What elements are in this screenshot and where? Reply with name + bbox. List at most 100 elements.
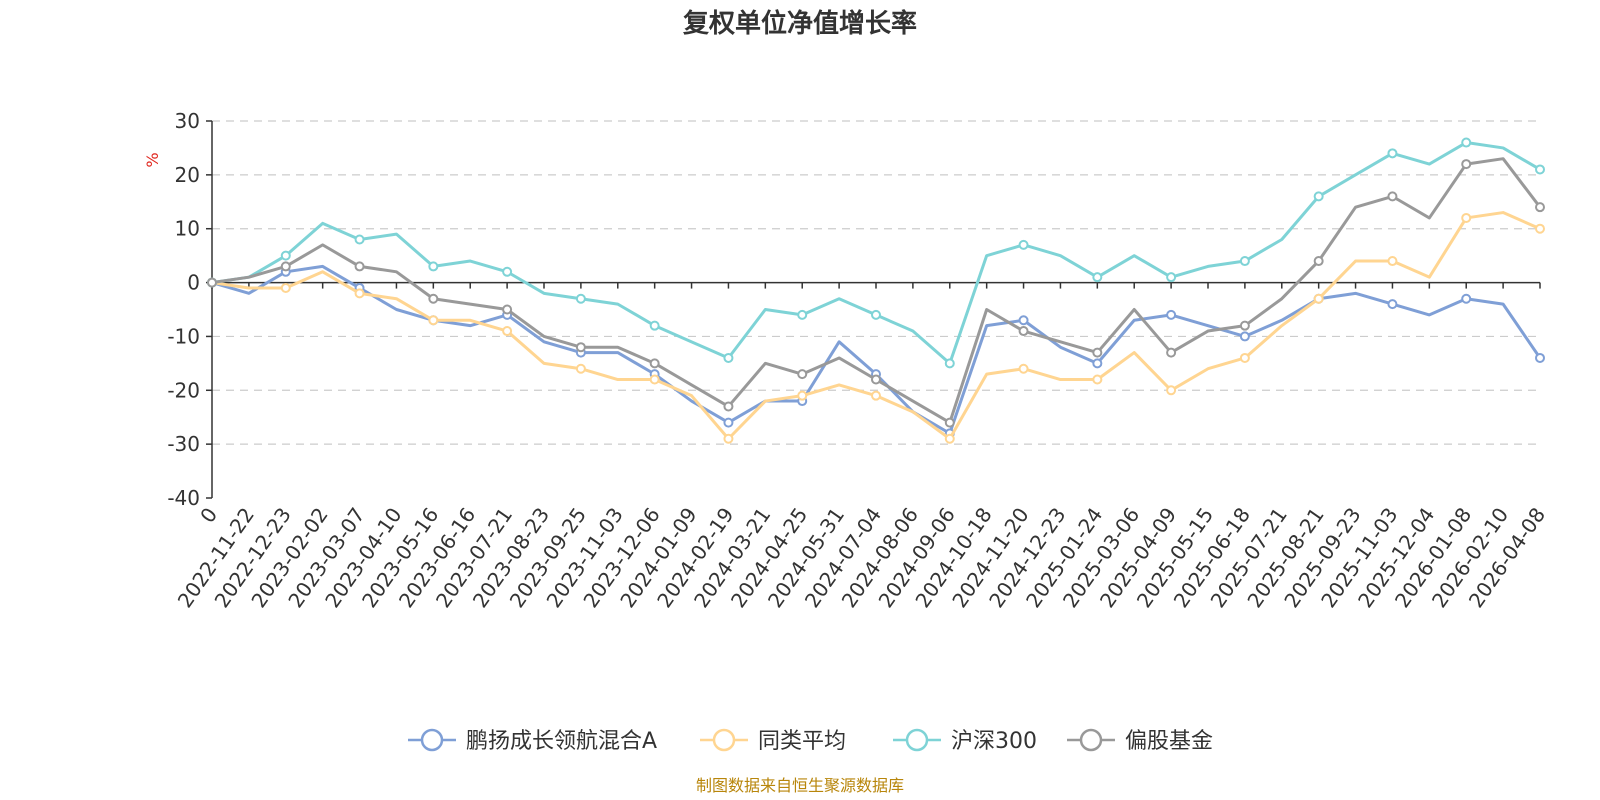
legend-label: 鹏扬成长领航混合A: [466, 729, 657, 754]
data-point: [428, 261, 439, 272]
y-tick-label: 10: [175, 217, 200, 241]
legend-marker: [420, 728, 444, 752]
data-point: [1535, 223, 1545, 234]
data-point: [1018, 239, 1029, 250]
y-tick-label: -20: [167, 378, 200, 402]
data-point: [649, 374, 660, 385]
series-1: [207, 264, 1545, 439]
data-point: [1461, 159, 1472, 170]
data-point: [1387, 256, 1398, 267]
chart-title: 复权单位净值增长率: [683, 8, 917, 39]
data-point: [1018, 363, 1029, 374]
data-point: [1313, 191, 1324, 202]
data-point: [1387, 148, 1398, 159]
series-line: [211, 264, 1542, 435]
data-point: [1092, 272, 1103, 283]
y-tick-label: -40: [167, 486, 200, 510]
data-point: [502, 266, 513, 277]
data-point: [1092, 347, 1103, 358]
data-point: [797, 309, 808, 320]
series-line: [211, 141, 1541, 365]
y-tick-label: 20: [175, 163, 200, 187]
y-axis-unit: %: [143, 152, 162, 167]
series-4: [207, 157, 1545, 428]
data-point: [723, 352, 734, 363]
data-point: [944, 433, 955, 444]
data-point: [502, 304, 513, 315]
x-tick-label: 0: [195, 503, 222, 527]
data-point: [871, 374, 881, 385]
legend-item[interactable]: 偏股基金: [1067, 728, 1213, 754]
data-point: [280, 282, 291, 293]
legend-item[interactable]: 沪深300: [893, 728, 1037, 754]
data-point: [1461, 293, 1472, 304]
legend-marker: [1079, 728, 1103, 752]
data-point: [280, 261, 291, 272]
legend-item[interactable]: 鹏扬成长领航混合A: [408, 728, 657, 754]
data-point: [1166, 309, 1177, 320]
data-point: [1239, 352, 1250, 363]
data-point: [1535, 352, 1545, 363]
data-point: [280, 250, 291, 261]
data-point: [575, 293, 586, 304]
data-point: [1239, 320, 1250, 331]
data-point: [354, 261, 365, 272]
data-point: [723, 433, 734, 444]
data-point: [1387, 299, 1398, 310]
data-point: [871, 390, 881, 401]
data-point: [1535, 202, 1545, 213]
data-point: [649, 320, 660, 331]
data-point: [502, 326, 513, 337]
legend-marker: [712, 728, 736, 752]
data-point: [1092, 374, 1103, 385]
legend-marker: [905, 728, 929, 752]
data-point: [1018, 326, 1029, 337]
gridlines: [212, 120, 1540, 445]
legend-label: 偏股基金: [1125, 729, 1213, 754]
data-point: [1239, 256, 1250, 267]
y-tick-label: -10: [167, 324, 200, 348]
series-3: [207, 137, 1545, 369]
data-point: [354, 234, 365, 245]
series-lines: [207, 137, 1545, 444]
data-point: [871, 309, 881, 320]
data-point: [1461, 212, 1472, 223]
data-point: [723, 417, 734, 428]
y-axis-ticks: 30 20 10 0 -10 -20 -30 -40: [167, 109, 212, 510]
data-point: [428, 315, 439, 326]
data-point: [723, 401, 734, 412]
data-point: [797, 369, 808, 380]
data-point: [1166, 385, 1177, 396]
legend-label: 同类平均: [758, 729, 846, 754]
data-point: [944, 417, 955, 428]
data-point: [354, 288, 365, 299]
data-point: [575, 363, 586, 374]
footer-source: 制图数据来自恒生聚源数据库: [696, 776, 904, 795]
data-point: [1535, 164, 1545, 175]
data-point: [1313, 293, 1324, 304]
y-tick-label: 30: [175, 109, 200, 133]
data-point: [1461, 137, 1472, 148]
data-point: [207, 277, 217, 288]
legend-label: 沪深300: [951, 729, 1037, 754]
legend: 鹏扬成长领航混合A 同类平均 沪深300 偏股基金: [408, 728, 1213, 754]
legend-item[interactable]: 同类平均: [700, 728, 846, 754]
data-point: [1166, 272, 1177, 283]
y-tick-label: 0: [187, 271, 200, 295]
data-point: [1018, 315, 1029, 326]
data-point: [944, 358, 955, 369]
data-point: [1166, 347, 1177, 358]
data-point: [649, 358, 660, 369]
x-axis-ticks: 02022-11-222022-12-232023-02-022023-03-0…: [173, 282, 1550, 612]
axes: [211, 121, 1540, 498]
data-point: [1239, 331, 1250, 342]
data-point: [797, 390, 808, 401]
data-point: [428, 293, 439, 304]
data-point: [1387, 191, 1398, 202]
data-point: [1313, 256, 1324, 267]
data-point: [1092, 358, 1103, 369]
y-tick-label: -30: [167, 432, 200, 456]
series-2: [207, 211, 1545, 444]
data-point: [575, 342, 586, 353]
